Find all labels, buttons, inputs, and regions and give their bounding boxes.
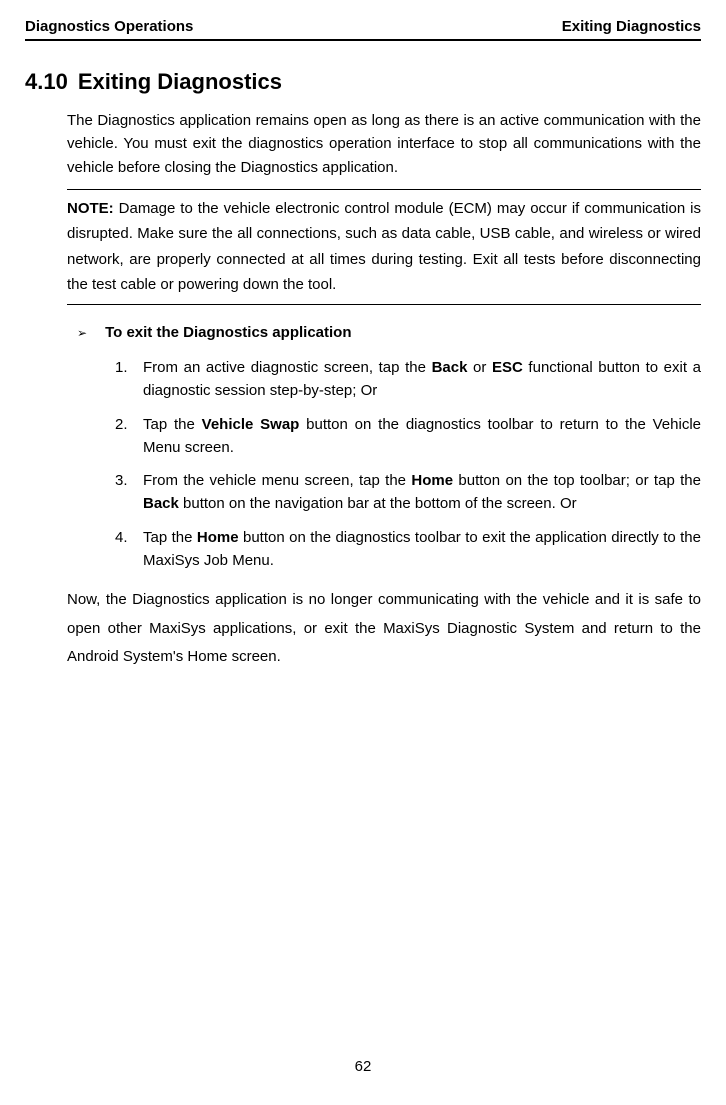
procedure-heading: ➢ To exit the Diagnostics application xyxy=(77,321,701,344)
header-right: Exiting Diagnostics xyxy=(562,18,701,35)
page-number: 62 xyxy=(0,1058,726,1075)
bold-run: Home xyxy=(411,472,453,489)
text-run: From the vehicle menu screen, tap the xyxy=(143,472,411,489)
procedure-title: To exit the Diagnostics application xyxy=(105,321,351,344)
note-box: NOTE: Damage to the vehicle electronic c… xyxy=(67,189,701,305)
note-text: Damage to the vehicle electronic control… xyxy=(67,200,701,294)
bold-run: ESC xyxy=(492,359,523,376)
text-run: button on the navigation bar at the bott… xyxy=(179,495,577,512)
step-text: Tap the Home button on the diagnostics t… xyxy=(143,526,701,573)
list-item: 4. Tap the Home button on the diagnostic… xyxy=(115,526,701,573)
text-run: button on the top toolbar; or tap the xyxy=(453,472,701,489)
text-run: or xyxy=(467,359,492,376)
steps-list: 1. From an active diagnostic screen, tap… xyxy=(115,356,701,572)
bullet-marker-icon: ➢ xyxy=(77,324,87,343)
body-content: The Diagnostics application remains open… xyxy=(67,109,701,672)
step-text: Tap the Vehicle Swap button on the diagn… xyxy=(143,413,701,460)
document-page: Diagnostics Operations Exiting Diagnosti… xyxy=(0,0,726,1105)
bold-run: Back xyxy=(432,359,468,376)
step-number: 4. xyxy=(115,526,143,573)
step-text: From an active diagnostic screen, tap th… xyxy=(143,356,701,403)
list-item: 1. From an active diagnostic screen, tap… xyxy=(115,356,701,403)
list-item: 3. From the vehicle menu screen, tap the… xyxy=(115,469,701,516)
text-run: Tap the xyxy=(143,416,202,433)
text-run: From an active diagnostic screen, tap th… xyxy=(143,359,432,376)
bold-run: Vehicle Swap xyxy=(202,416,300,433)
step-number: 3. xyxy=(115,469,143,516)
section-heading: 4.10 Exiting Diagnostics xyxy=(25,69,701,95)
text-run: Tap the xyxy=(143,529,197,546)
section-number: 4.10 xyxy=(25,69,68,95)
section-title-text: Exiting Diagnostics xyxy=(78,69,282,94)
bold-run: Back xyxy=(143,495,179,512)
note-label: NOTE: xyxy=(67,200,114,217)
intro-paragraph: The Diagnostics application remains open… xyxy=(67,109,701,179)
page-header: Diagnostics Operations Exiting Diagnosti… xyxy=(25,18,701,41)
step-number: 2. xyxy=(115,413,143,460)
step-text: From the vehicle menu screen, tap the Ho… xyxy=(143,469,701,516)
step-number: 1. xyxy=(115,356,143,403)
bold-run: Home xyxy=(197,529,239,546)
header-left: Diagnostics Operations xyxy=(25,18,193,35)
closing-paragraph: Now, the Diagnostics application is no l… xyxy=(67,586,701,672)
list-item: 2. Tap the Vehicle Swap button on the di… xyxy=(115,413,701,460)
